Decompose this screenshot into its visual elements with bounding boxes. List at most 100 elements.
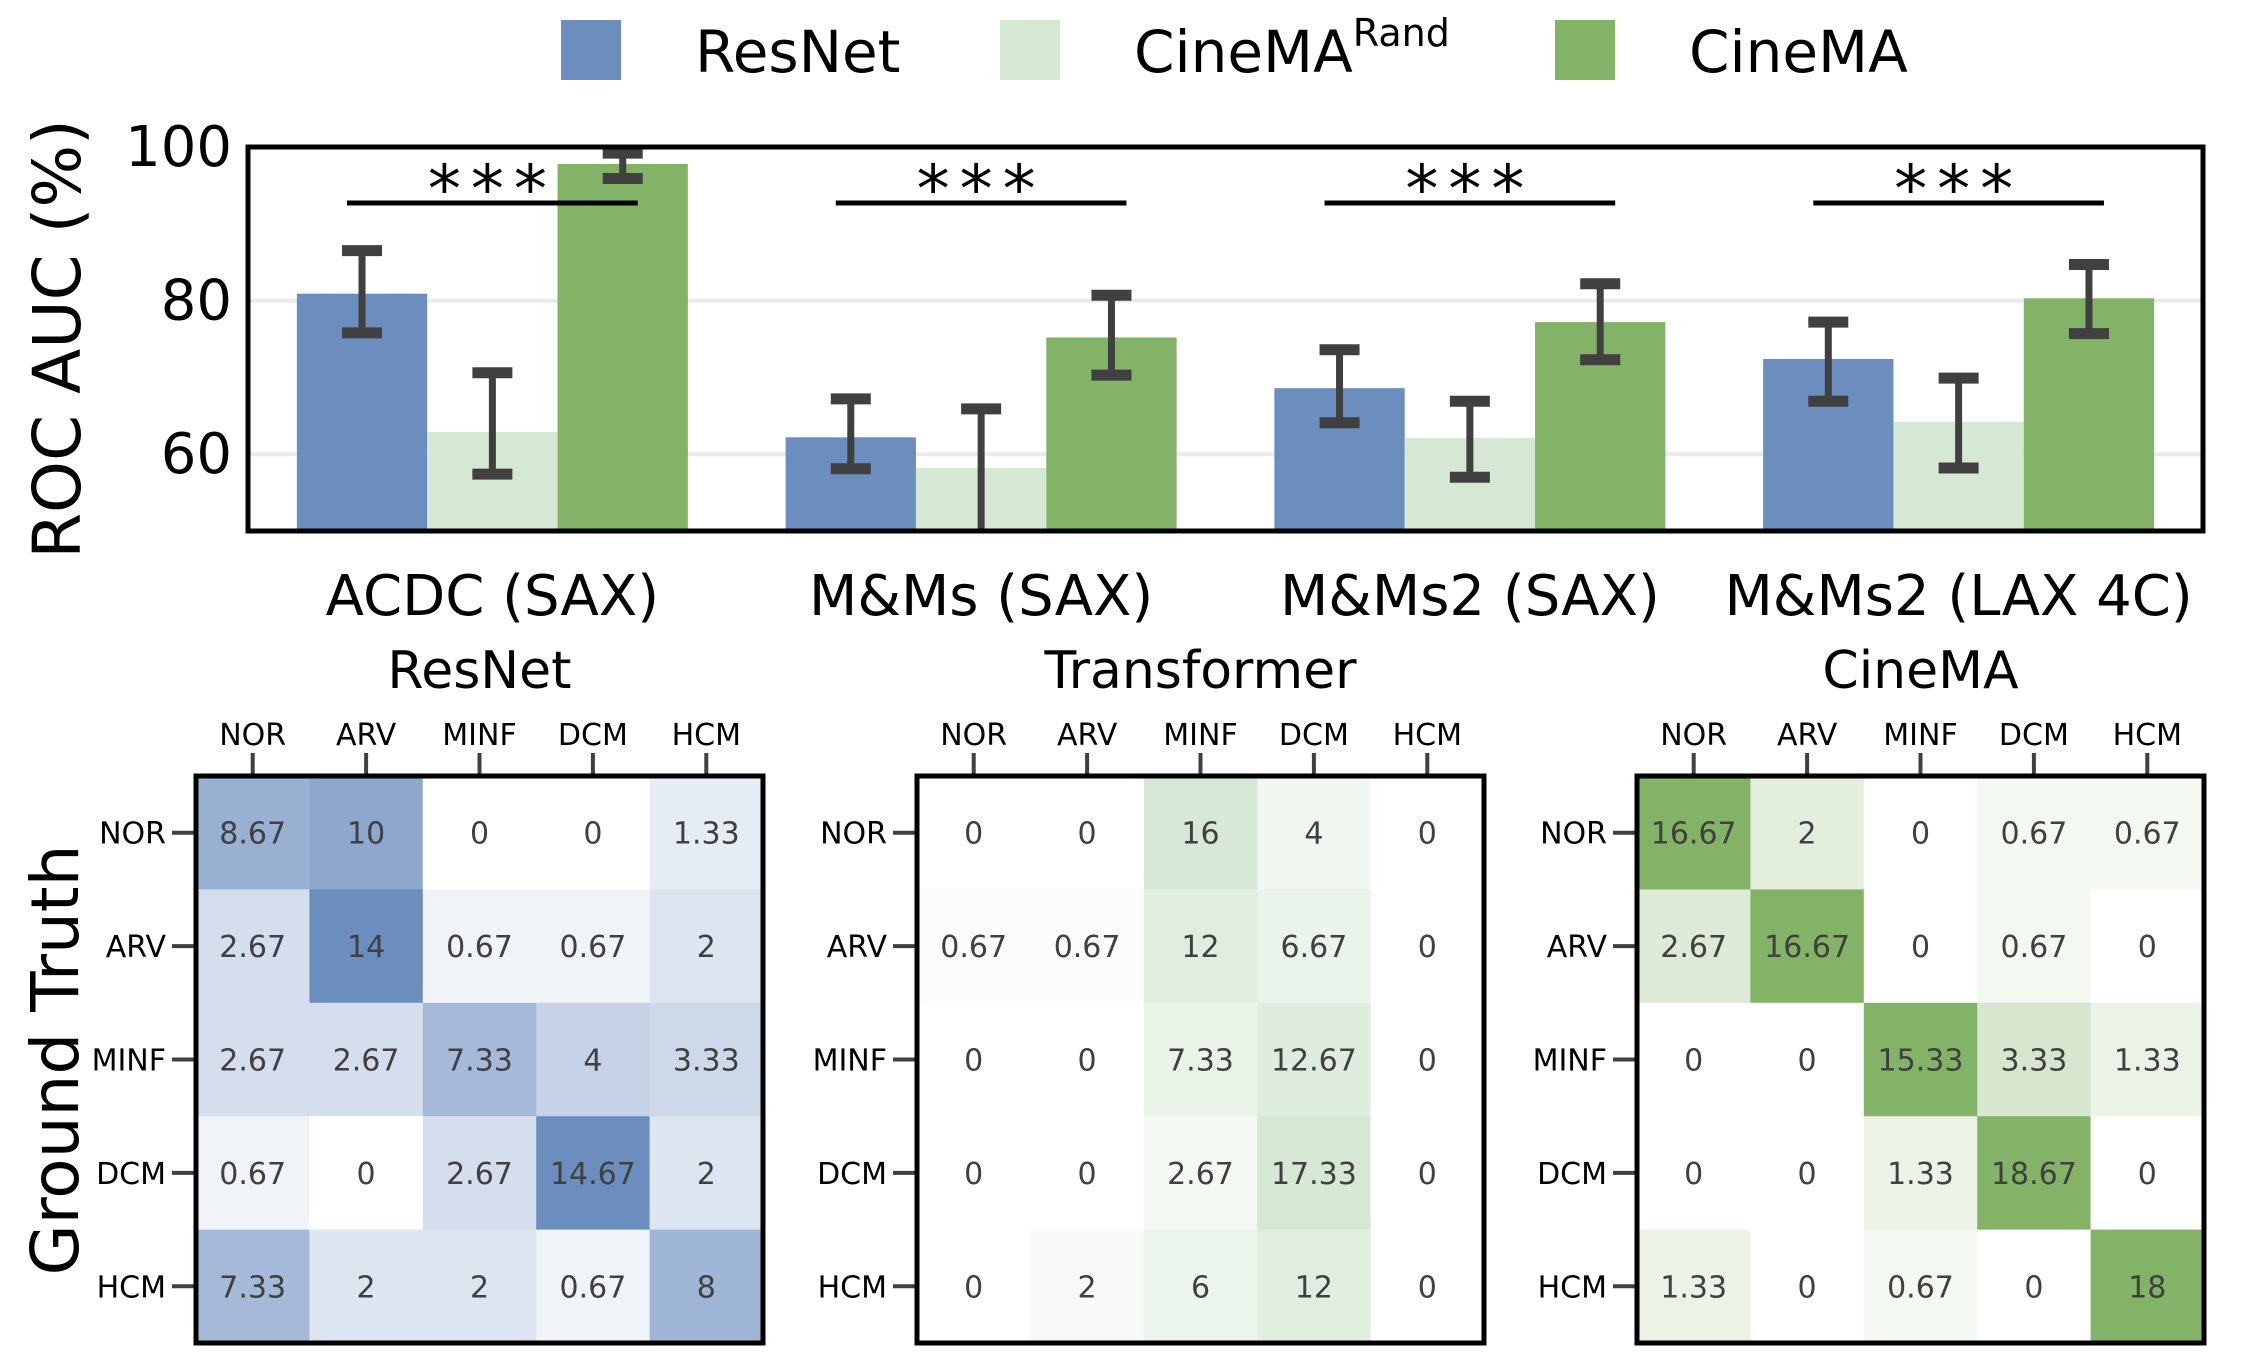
heatmap-cell	[1977, 1116, 2092, 1231]
cell-value: 0	[583, 817, 602, 852]
heatmap-cell	[917, 889, 1031, 1004]
column-label: HCM	[672, 718, 741, 753]
cell-value: 0	[1418, 930, 1437, 965]
significance-stars: ***	[917, 151, 1046, 228]
heatmap-cell	[1637, 776, 1751, 890]
cell-value: 6	[1191, 1270, 1210, 1305]
heatmap-cell	[1863, 1116, 1978, 1231]
cell-value: 12	[1181, 930, 1219, 965]
row-label: NOR	[820, 817, 887, 852]
column-label: NOR	[940, 718, 1007, 753]
heatmap-cell	[1370, 1002, 1485, 1117]
heatmap-cell	[917, 1229, 1031, 1344]
heatmap-cell	[196, 1116, 310, 1231]
row-label: MINF	[92, 1044, 166, 1079]
cell-value: 0.67	[1054, 930, 1121, 965]
confusion-matrix-cinema: CineMA 16.67 2 0 0.67 0.67 2.67 16.67 0 0.67 0 0 0 15…	[1533, 641, 2207, 1346]
heatmap-cell	[2090, 889, 2205, 1004]
heatmap-cell	[649, 1229, 764, 1344]
cell-value: 0	[1911, 817, 1930, 852]
column-label: ARV	[1057, 718, 1118, 753]
matrix-frame	[1634, 773, 2207, 1346]
heatmap-cell	[309, 776, 424, 890]
cell-value: 0.67	[1887, 1270, 1954, 1305]
heatmap-cell	[1370, 1116, 1485, 1231]
heatmap-cell	[1637, 1002, 1751, 1117]
y-tick-label: 80	[161, 269, 232, 334]
cell-value: 14	[347, 930, 385, 965]
row-label: DCM	[817, 1157, 887, 1192]
legend-swatch	[1555, 20, 1615, 80]
heatmap-cell	[1143, 776, 1258, 890]
cell-value: 1.33	[1660, 1270, 1727, 1305]
heatmap-cell	[649, 776, 764, 890]
cell-value: 0	[964, 817, 983, 852]
cell-value: 18	[2128, 1270, 2166, 1305]
cell-value: 2	[1078, 1270, 1097, 1305]
cell-value: 2.67	[333, 1044, 400, 1079]
column-label: ARV	[1777, 718, 1838, 753]
heatmap-cell	[1637, 1116, 1751, 1231]
heatmap-cell	[422, 1116, 537, 1231]
matrix-frame	[914, 773, 1487, 1346]
cell-value: 4	[583, 1044, 602, 1079]
x-tick-label: ACDC (SAX)	[326, 564, 659, 629]
cell-value: 0	[2024, 1270, 2043, 1305]
cell-value: 0	[1418, 1044, 1437, 1079]
cell-value: 2	[697, 1157, 716, 1192]
heatmap-cell	[1863, 1229, 1978, 1344]
heatmap-cell	[1143, 1116, 1258, 1231]
heatmap-cell	[1143, 889, 1258, 1004]
row-label: NOR	[1540, 817, 1607, 852]
heatmap-cell	[649, 1002, 764, 1117]
legend-label: CineMARand	[1134, 11, 1450, 86]
cell-value: 0.67	[219, 1157, 286, 1192]
cell-value: 0	[1798, 1157, 1817, 1192]
cell-value: 7.33	[219, 1270, 286, 1305]
cell-value: 17.33	[1271, 1157, 1357, 1192]
cell-value: 0.67	[2114, 817, 2181, 852]
cell-value: 2	[697, 930, 716, 965]
heatmap-cell	[1030, 776, 1145, 890]
heatmap-cell	[917, 1116, 1031, 1231]
heatmap-cell	[1863, 776, 1978, 890]
column-label: DCM	[1999, 718, 2069, 753]
cell-value: 2	[357, 1270, 376, 1305]
row-label: HCM	[97, 1270, 166, 1305]
row-label: MINF	[813, 1044, 887, 1079]
heatmap-cell	[536, 889, 651, 1004]
cell-value: 6.67	[1281, 930, 1348, 965]
heatmap-cell	[2090, 1002, 2205, 1117]
heatmap-cell	[1143, 1002, 1258, 1117]
column-label: DCM	[558, 718, 628, 753]
heatmap-cell	[1370, 889, 1485, 1004]
heatmap-cell	[1370, 776, 1485, 890]
cell-value: 2	[1798, 817, 1817, 852]
cell-value: 0.67	[2001, 817, 2068, 852]
matrix-title: Transformer	[1043, 641, 1357, 701]
column-label: NOR	[219, 718, 286, 753]
significance-stars: ***	[1894, 151, 2023, 228]
confusion-matrix-resnet: ResNet 8.67 10 0 0 1.33 2.67 14 0.67 0.67 2 2.67 2.6…	[92, 641, 766, 1346]
heatmap-cell	[422, 889, 537, 1004]
cell-value: 0	[1418, 817, 1437, 852]
cell-value: 0	[964, 1044, 983, 1079]
row-label: MINF	[1533, 1044, 1607, 1079]
legend-label-main: CineMA	[1689, 18, 1908, 86]
significance-stars: ***	[428, 151, 557, 228]
cell-value: 0	[1911, 930, 1930, 965]
cell-value: 0	[1798, 1044, 1817, 1079]
cell-value: 16.67	[1651, 817, 1737, 852]
x-tick-label: M&Ms2 (SAX)	[1280, 564, 1660, 629]
heatmap-cell	[1977, 1229, 2092, 1344]
column-label: NOR	[1660, 718, 1727, 753]
heatmap-cell	[1750, 1116, 1865, 1231]
heatmap-cell	[196, 1229, 310, 1344]
cell-value: 15.33	[1878, 1044, 1964, 1079]
x-tick-label: M&Ms2 (LAX 4C)	[1724, 564, 2192, 629]
cell-value: 0	[1684, 1157, 1703, 1192]
heatmap-cell	[1030, 1229, 1145, 1344]
bar-chart: 60 80 100 ROC AUC (%) *** ACDC (SAX) *** M&Ms (…	[19, 11, 2206, 629]
heatmap-cell	[1030, 1116, 1145, 1231]
